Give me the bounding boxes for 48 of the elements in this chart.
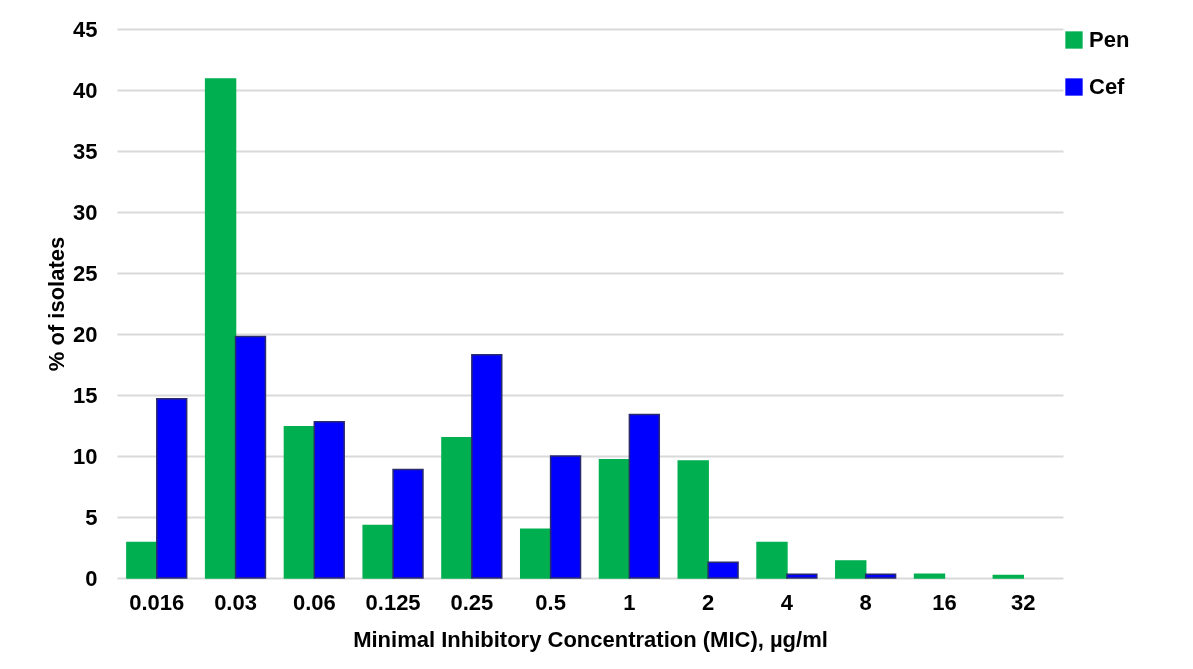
- bar: [204, 78, 237, 579]
- bar: [598, 458, 631, 579]
- x-tick-label: 4: [780, 589, 794, 615]
- legend-label: Pen: [1089, 27, 1130, 52]
- x-tick-label: 32: [1010, 589, 1036, 615]
- y-tick-label: 10: [73, 443, 98, 469]
- bar: [283, 425, 316, 579]
- y-tick-label: 15: [73, 382, 98, 408]
- bar: [756, 541, 788, 579]
- x-tick-label: 0.25: [450, 589, 494, 615]
- bar: [362, 524, 394, 579]
- y-tick-label: 40: [73, 77, 98, 103]
- bar: [835, 560, 867, 579]
- y-tick-label: 30: [73, 199, 98, 225]
- y-tick-label: 25: [73, 260, 98, 286]
- y-tick-label: 0: [85, 565, 98, 591]
- bar: [313, 421, 345, 579]
- bar: [864, 573, 897, 579]
- bar: [992, 574, 1024, 579]
- x-tick-label: 0.016: [129, 589, 185, 615]
- y-tick-label: 45: [73, 16, 98, 42]
- y-tick-label: 35: [73, 138, 98, 164]
- bar: [913, 573, 946, 579]
- x-tick-label: 8: [859, 589, 872, 615]
- y-axis-title: % of isolates: [44, 236, 70, 372]
- bar: [392, 468, 424, 579]
- x-tick-label: 2: [702, 589, 715, 615]
- x-tick-label: 1: [623, 589, 636, 615]
- bar: [519, 528, 552, 579]
- bar: [441, 436, 473, 579]
- bar: [471, 353, 503, 579]
- y-tick-label: 5: [85, 504, 98, 530]
- x-tick-label: 16: [932, 589, 957, 615]
- bar: [677, 460, 709, 579]
- y-tick-label: 20: [73, 321, 98, 347]
- bar: [549, 455, 582, 579]
- x-tick-label: 0.5: [535, 589, 566, 615]
- x-tick-label: 0.06: [292, 589, 336, 615]
- bar: [628, 413, 661, 579]
- x-axis-title: Minimal Inhibitory Concentration (MIC), µg/ml: [353, 626, 828, 652]
- x-tick-label: 0.125: [365, 589, 421, 615]
- x-tick-label: 0.03: [214, 589, 257, 615]
- bar: [707, 561, 739, 579]
- bar: [786, 573, 818, 579]
- legend-label: Cef: [1089, 74, 1126, 99]
- bar: [234, 335, 267, 579]
- bar: [156, 397, 188, 579]
- bar: [126, 541, 158, 579]
